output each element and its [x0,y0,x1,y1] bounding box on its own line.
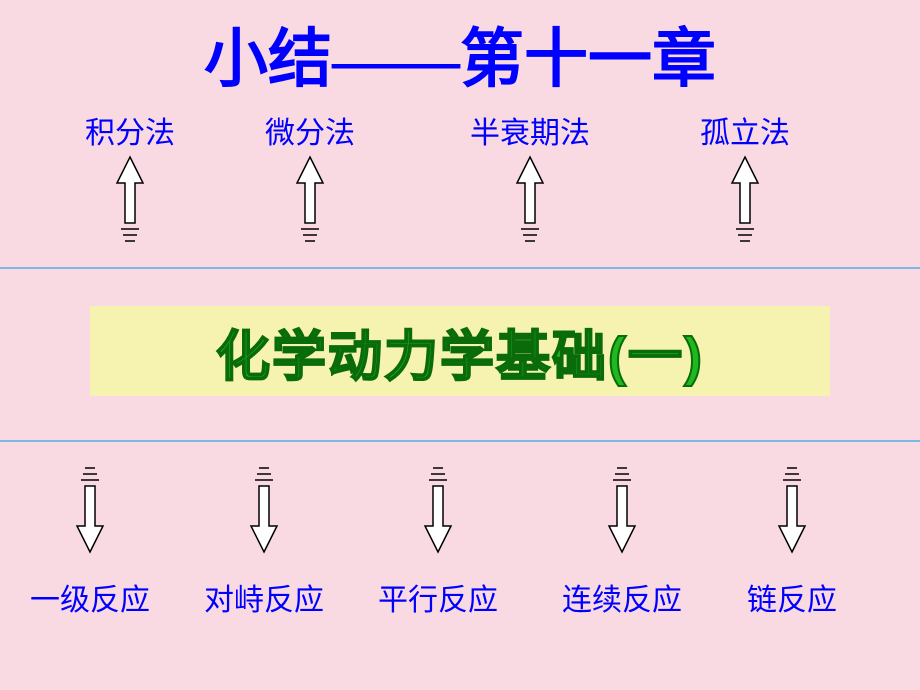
bottom-label-1: 对峙反应 [204,575,324,619]
top-label-2: 半衰期法 [470,108,590,152]
down-arrow-icon [423,458,453,554]
center-banner: 化学动力学基础(一) [90,306,830,396]
bottom-label-3: 连续反应 [562,575,682,619]
top-label-0: 积分法 [85,108,175,152]
up-arrow-icon [515,155,545,251]
bottom-arrows-row [0,458,920,554]
top-label-1: 微分法 [265,108,355,152]
bottom-label-0: 一级反应 [30,575,150,619]
bottom-label-2: 平行反应 [378,575,498,619]
down-arrow-icon [607,458,637,554]
up-arrow-icon [730,155,760,251]
top-label-3: 孤立法 [700,108,790,152]
down-arrow-icon [75,458,105,554]
up-arrow-icon [115,155,145,251]
top-arrows-row [0,155,920,251]
page-title: 小结——第十一章 [0,8,920,100]
bottom-label-4: 链反应 [747,575,837,619]
up-arrow-icon [295,155,325,251]
divider-top [0,267,920,269]
down-arrow-icon [249,458,279,554]
banner-text: 化学动力学基础(一) [216,312,704,391]
down-arrow-icon [777,458,807,554]
divider-bottom [0,440,920,442]
